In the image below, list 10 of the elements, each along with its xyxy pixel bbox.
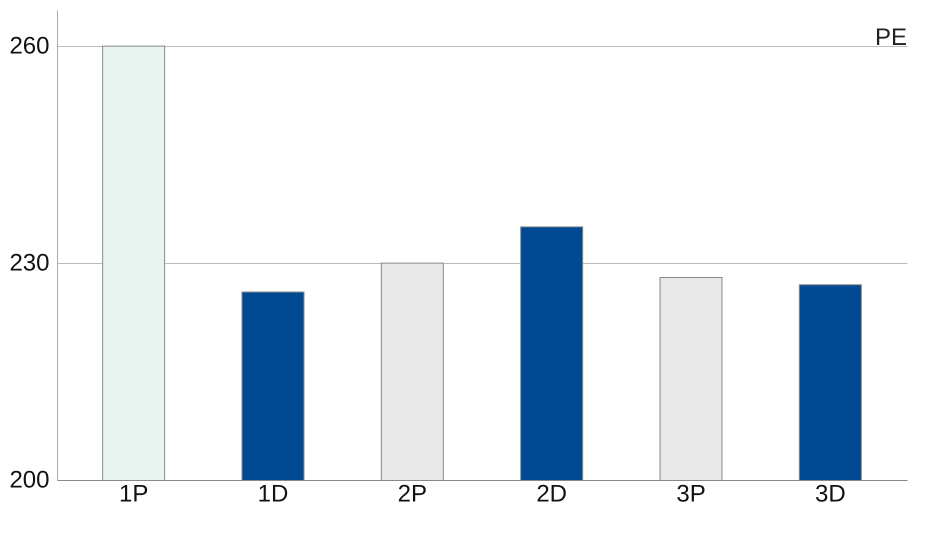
x-tick-label: 1D xyxy=(258,480,288,508)
x-tick-label: 1P xyxy=(118,480,148,508)
text: PE xyxy=(874,24,907,51)
y-tick-label: 200 xyxy=(9,466,50,494)
x-tick-label: 2D xyxy=(536,480,568,508)
x-tick-label: 3D xyxy=(815,480,846,508)
x-tick-label: 2P xyxy=(398,480,428,508)
y-tick-label: 230 xyxy=(9,250,50,277)
x-tick-label: 3P xyxy=(676,480,706,508)
y-tick-label: 260 xyxy=(9,32,50,60)
